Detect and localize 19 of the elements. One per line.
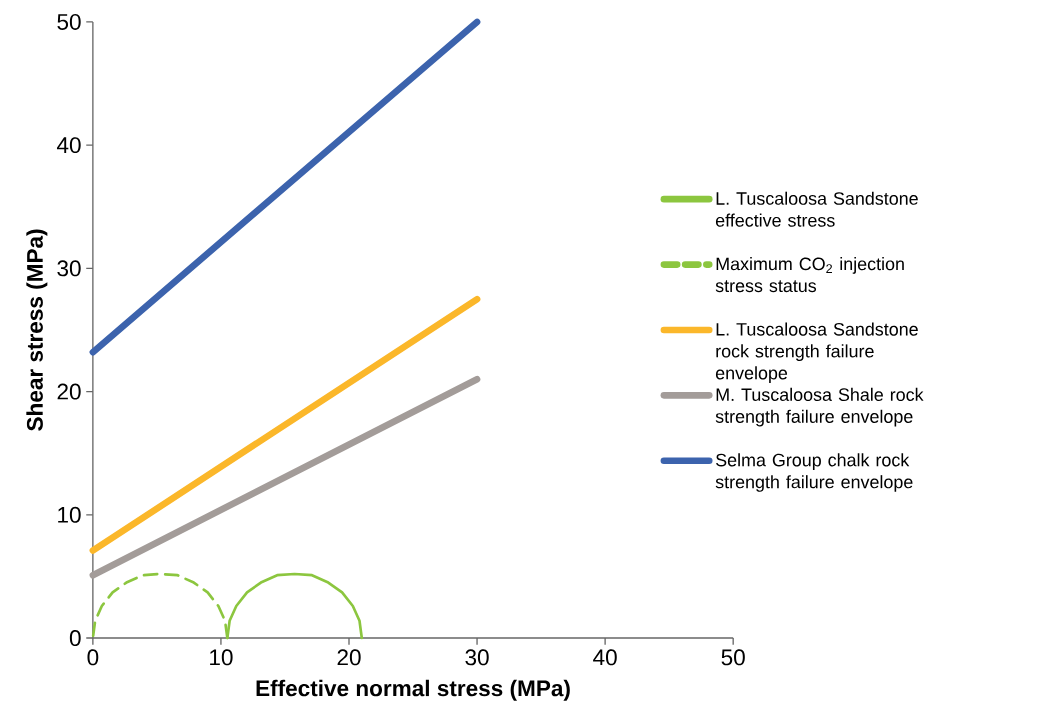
legend-label: M. Tuscaloosa Shale rock strength failure envelope bbox=[715, 387, 924, 427]
y-tick-label: 0 bbox=[69, 629, 81, 646]
y-tick-label: 50 bbox=[57, 13, 81, 30]
text: Maximum CO$_{2}$ injection stress status bbox=[715, 256, 904, 293]
y-tick-label: 30 bbox=[57, 260, 81, 277]
x-tick-label: 20 bbox=[337, 649, 361, 666]
x-tick-label: 50 bbox=[721, 649, 745, 666]
y-tick-label: 40 bbox=[56, 137, 81, 154]
x-tick-label: 40 bbox=[593, 649, 617, 666]
y-tick-label: 10 bbox=[58, 506, 81, 523]
y-axis-title: Shear stress (MPa) bbox=[26, 229, 48, 431]
x-axis-title: Effective normal stress (MPa) bbox=[256, 679, 570, 701]
x-tick-label: 0 bbox=[87, 649, 99, 666]
y-tick-label: 20 bbox=[57, 383, 81, 400]
x-tick-label: 10 bbox=[210, 649, 233, 666]
legend-label: L. Tuscaloosa Sandstone effective stress bbox=[715, 191, 918, 227]
x-tick-label: 30 bbox=[465, 649, 489, 666]
legend-label: Selma Group chalk rock strength failure envelope bbox=[715, 453, 913, 492]
legend-label: L. Tuscaloosa Sandstone rock strength failure envelope bbox=[715, 322, 918, 383]
